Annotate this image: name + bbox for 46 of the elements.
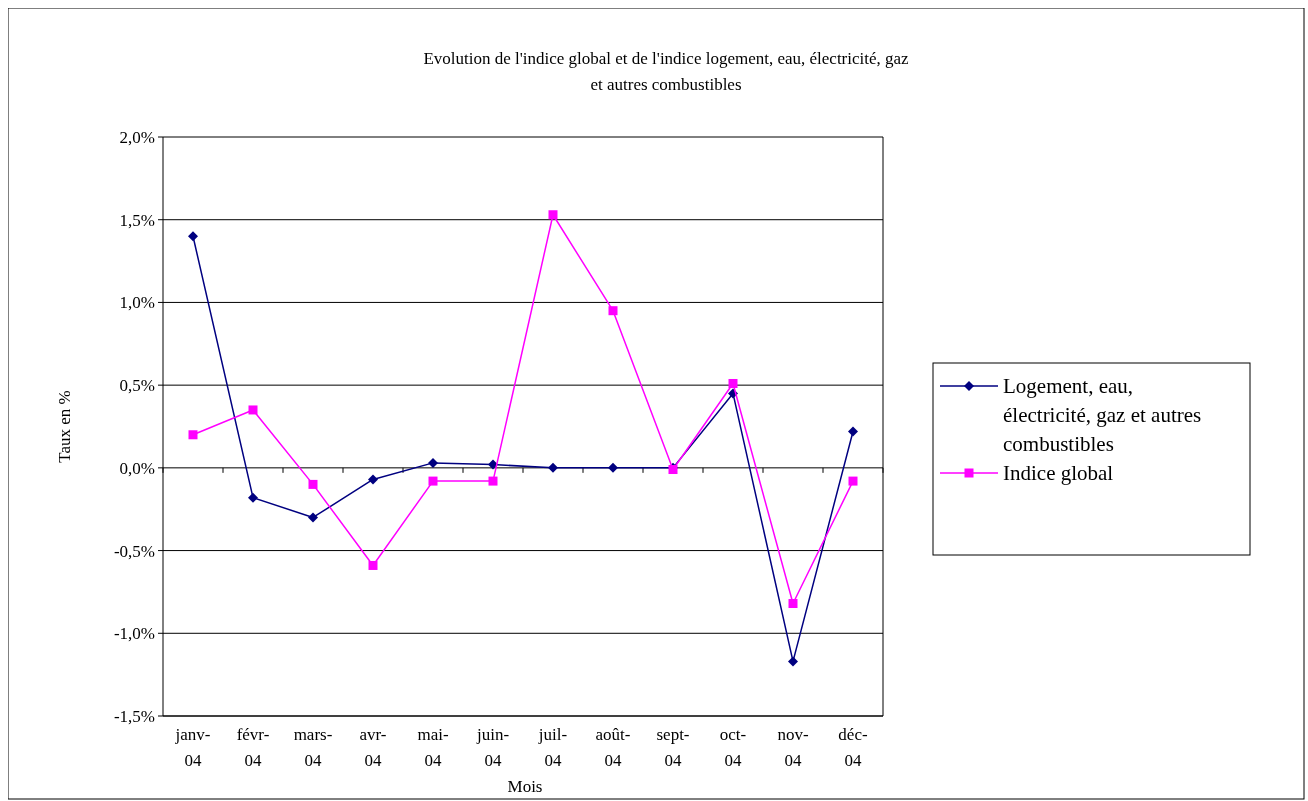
point: [608, 462, 618, 473]
x-tick-label: janv-04: [174, 725, 211, 770]
x-tick-label: mai-04: [417, 725, 449, 770]
point: [428, 476, 438, 486]
y-axis-title: Taux en %: [55, 390, 74, 463]
point: [788, 656, 798, 667]
point: [248, 492, 258, 503]
point: [788, 599, 798, 609]
point: [368, 474, 378, 485]
x-tick-label: juil-04: [537, 725, 568, 770]
y-tick-label: 0,5%: [119, 376, 155, 396]
point: [548, 462, 558, 473]
x-tick-label: nov-04: [777, 725, 809, 770]
point: [428, 457, 438, 468]
x-tick-label: avr-04: [359, 725, 387, 770]
point: [548, 210, 558, 220]
x-tick-label: sept-04: [656, 725, 690, 770]
point: [488, 476, 498, 486]
y-tick-label: 2,0%: [119, 127, 155, 147]
y-tick-label: 1,0%: [119, 293, 155, 313]
point: [188, 231, 198, 242]
point: [728, 378, 738, 388]
point: [608, 306, 618, 316]
point: [188, 430, 198, 440]
y-tick-label: 0,0%: [119, 458, 155, 478]
y-tick-label: 1,5%: [119, 210, 155, 230]
y-tick-label: -0,5%: [113, 541, 155, 561]
point: [368, 560, 378, 570]
chart-title: Evolution de l'indice global et de l'indice logement, eau, électricité, gaz et autres combustibles: [423, 49, 910, 94]
y-tick-label: -1,0%: [113, 624, 155, 644]
point: [848, 426, 858, 437]
y-tick-label: -1,5%: [113, 706, 155, 726]
legend-label: Indice global: [1003, 461, 1114, 485]
point: [248, 405, 258, 415]
x-tick-label: août-04: [595, 725, 631, 770]
x-tick-label: mars-04: [293, 725, 333, 770]
point: [488, 459, 498, 470]
x-tick-label: juin-04: [475, 725, 510, 770]
x-axis-title: Mois: [507, 777, 543, 796]
point: [308, 512, 318, 523]
x-tick-label: déc-04: [838, 725, 868, 770]
legend-label: Logement, eau, électricité, gaz et autres combustibles: [1003, 374, 1202, 456]
point: [308, 479, 318, 489]
point: [848, 476, 858, 486]
x-tick-label: févr-04: [236, 725, 270, 770]
x-tick-label: oct-04: [719, 725, 747, 770]
